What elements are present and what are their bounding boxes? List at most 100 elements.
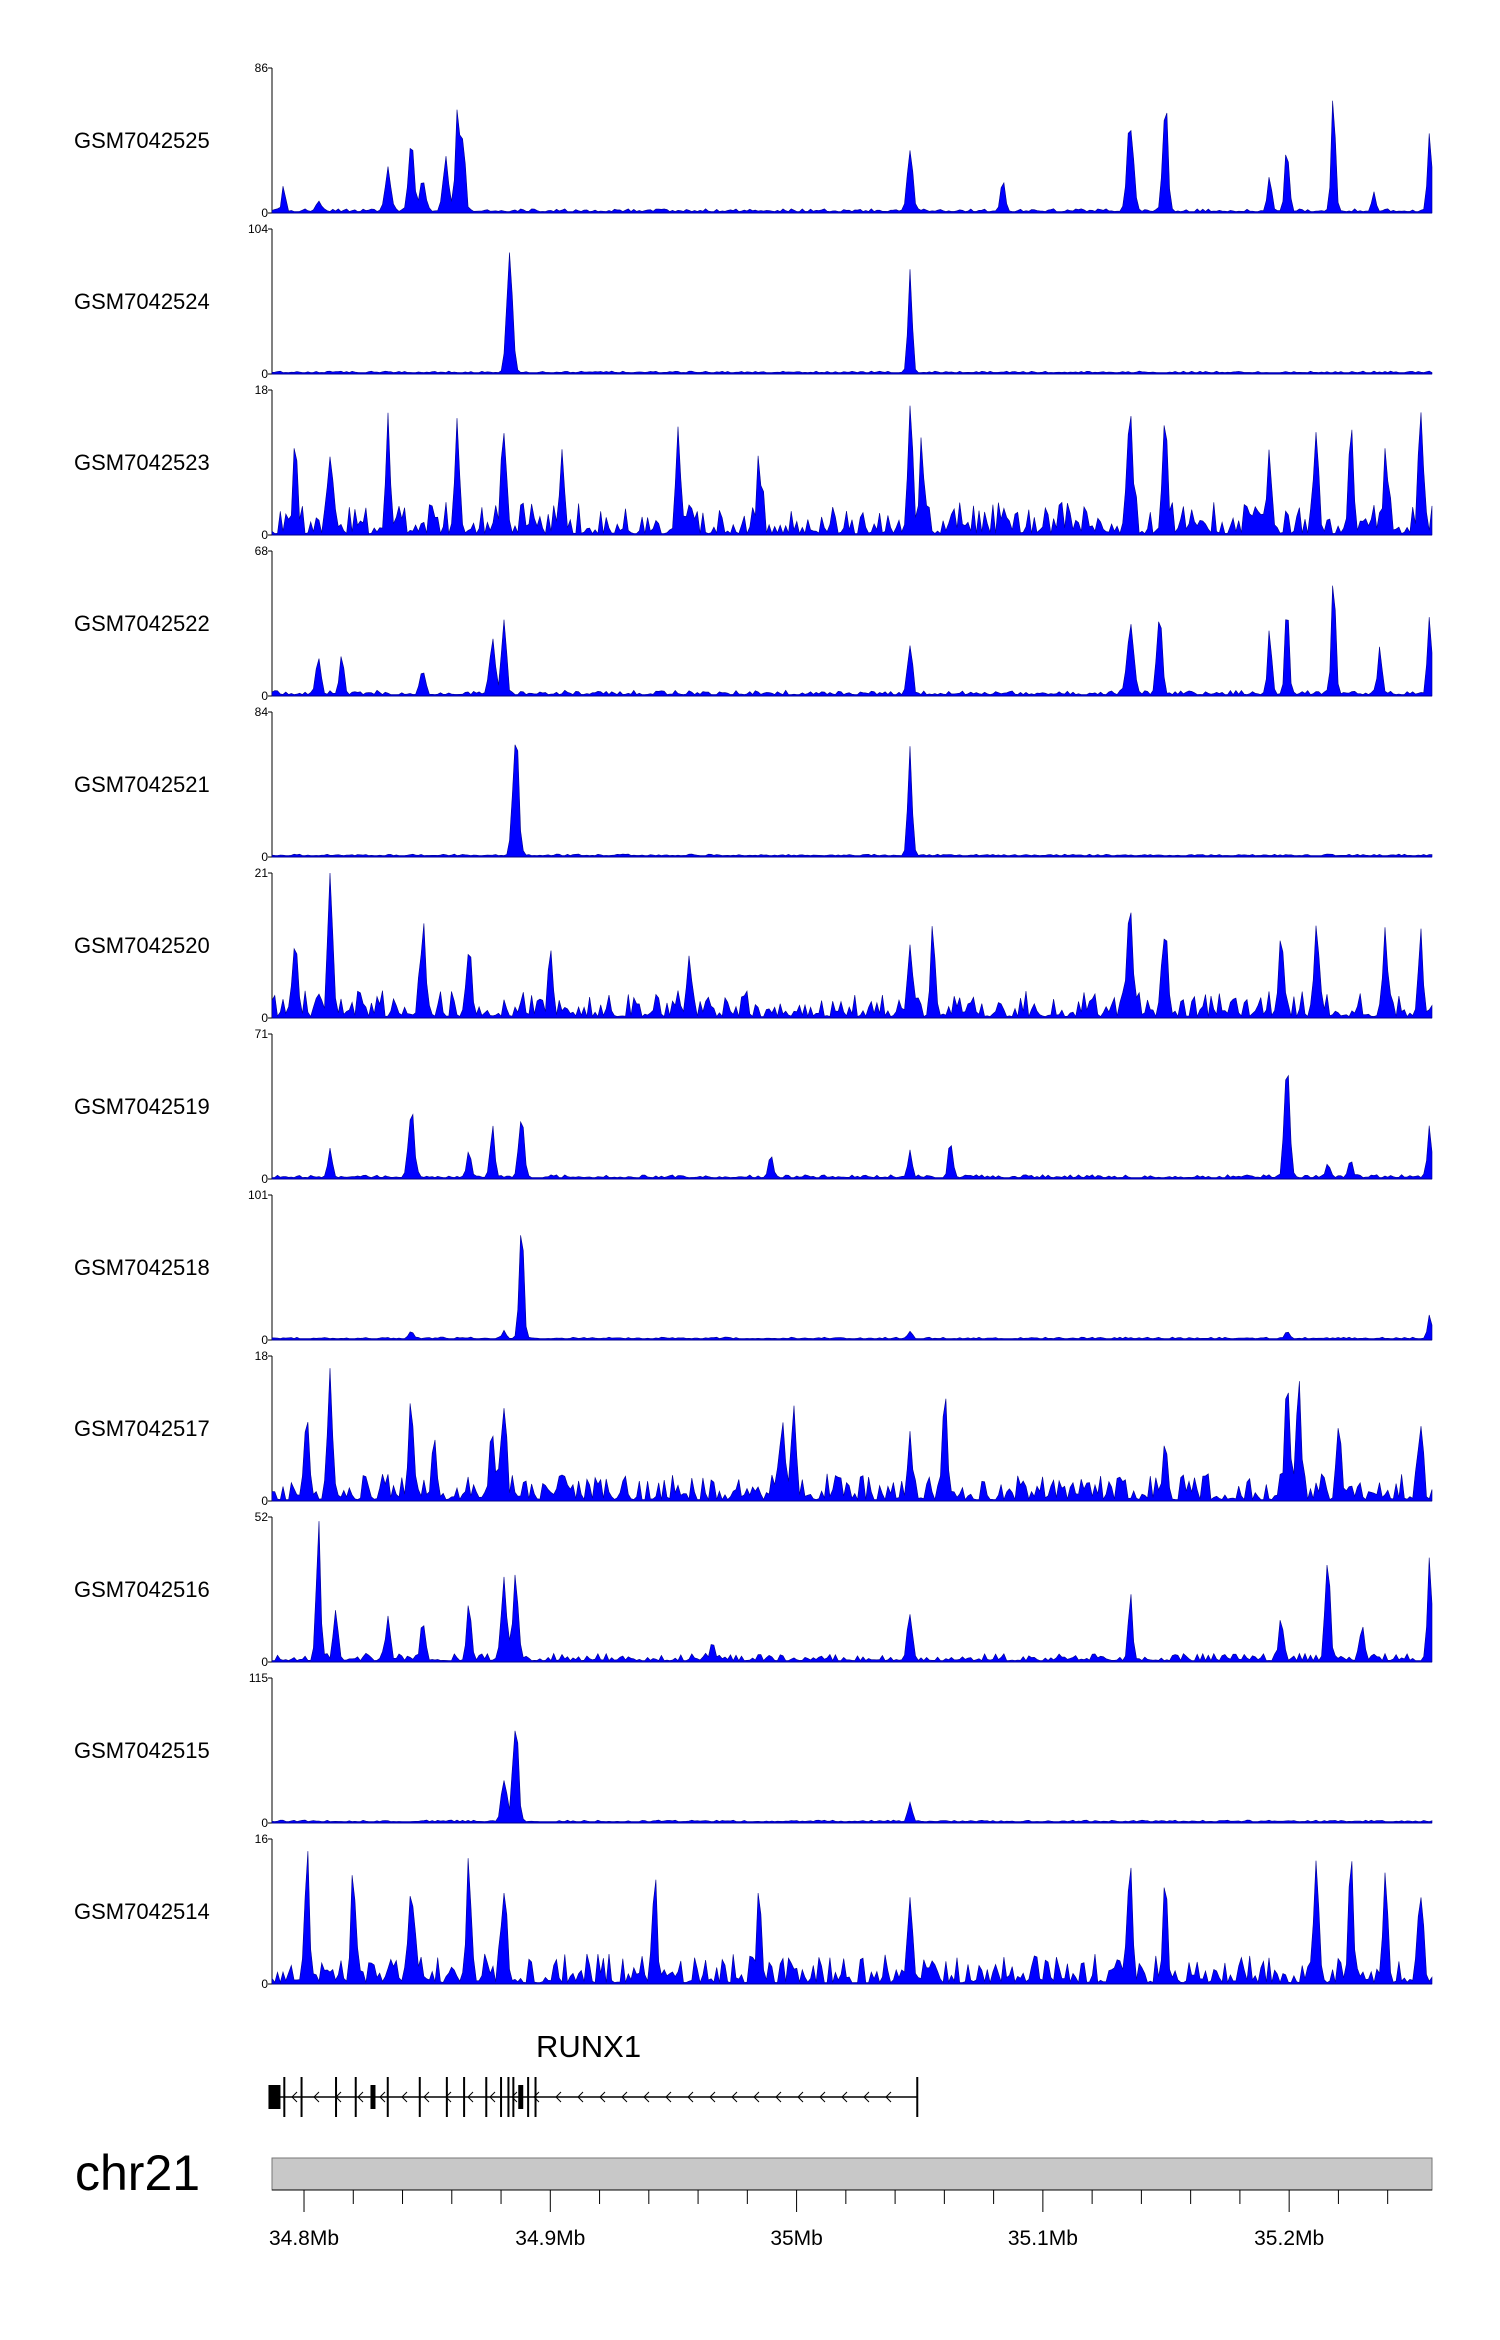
gene-exon [534,2077,537,2117]
axis-tick-label: 35Mb [770,2227,823,2250]
track-ymin-label: 0 [261,1494,268,1508]
gene-strand-arrow [687,2091,694,2103]
track-ymax-label: 101 [248,1188,268,1202]
track-GSM7042520: GSM7042520 21 0 [74,866,1433,1025]
track-GSM7042516: GSM7042516 52 0 [74,1510,1433,1669]
track-ymin-label: 0 [261,1977,268,1991]
gene-label: RUNX1 [536,2029,641,2064]
gene-exon [386,2077,389,2117]
track-ymin-label: 0 [261,206,268,220]
gene-exon [300,2077,303,2117]
gene-strand-arrow [555,2091,562,2103]
gene-strand-arrow [797,2091,804,2103]
track-GSM7042524: GSM7042524 104 0 [74,222,1433,381]
gene-strand-arrow [885,2091,892,2103]
axis-tick-label: 35.2Mb [1254,2227,1324,2250]
track-ymin-label: 0 [261,850,268,864]
gene-strand-arrow [665,2091,672,2103]
track-GSM7042519: GSM7042519 71 0 [74,1027,1433,1186]
track-ymax-label: 115 [249,1671,268,1685]
gene-exon [916,2077,919,2117]
gene-exon [463,2077,466,2117]
track-ymax-label: 104 [248,222,268,236]
track-ymin-label: 0 [261,689,268,703]
track-signal [271,405,1433,536]
track-signal [271,252,1433,375]
gene-strand-arrow [357,2091,364,2103]
track-signal [271,1368,1433,1502]
genome-axis: 34.8Mb 34.9Mb 35Mb 35.1Mb 35.2Mb [269,2189,1432,2250]
track-GSM7042517: GSM7042517 18 0 [74,1349,1433,1508]
gene-strand-arrow [313,2091,320,2103]
track-ymin-label: 0 [261,1816,268,1830]
gene-strand-arrow [511,2091,518,2103]
gene-exon [500,2077,503,2117]
gene-strand-arrow [775,2091,782,2103]
gene-strand-arrow [577,2091,584,2103]
track-signal [271,1235,1433,1341]
track-ymax-label: 68 [255,544,269,558]
track-label: GSM7042517 [74,1416,210,1441]
gene-strand-arrow [379,2091,386,2103]
track-label: GSM7042516 [74,1577,210,1602]
track-ymax-label: 18 [255,1349,269,1363]
track-GSM7042514: GSM7042514 16 0 [74,1832,1433,1991]
track-GSM7042518: GSM7042518 101 0 [74,1188,1433,1347]
chromosome-ideogram [271,2157,1433,2191]
track-GSM7042523: GSM7042523 18 0 [74,383,1433,542]
track-ymin-label: 0 [261,367,268,381]
track-signal [271,585,1433,697]
gene-strand-arrow [401,2091,408,2103]
track-GSM7042525: GSM7042525 86 0 [74,61,1433,220]
track-ymax-label: 86 [255,61,269,75]
gene-exon [512,2077,515,2117]
track-ymax-label: 21 [255,866,269,880]
track-ymax-label: 71 [255,1027,269,1041]
gene-strand-arrow [621,2091,628,2103]
track-ymin-label: 0 [261,1333,268,1347]
axis-tick-label: 34.8Mb [269,2227,339,2250]
track-GSM7042522: GSM7042522 68 0 [74,544,1433,703]
track-label: GSM7042525 [74,128,210,153]
track-signal [271,1730,1433,1824]
gene-strand-arrow [709,2091,716,2103]
gene-exon [283,2077,286,2117]
axis-tick-label: 35.1Mb [1008,2227,1078,2250]
track-GSM7042515: GSM7042515 115 0 [74,1671,1433,1830]
gene-exon [370,2085,376,2109]
track-label: GSM7042515 [74,1738,210,1763]
gene-strand-arrow [335,2091,342,2103]
track-label: GSM7042522 [74,611,210,636]
gene-exons [268,2077,919,2117]
track-signal [271,1521,1433,1663]
gene-exon [518,2085,524,2109]
track-GSM7042521: GSM7042521 84 0 [74,705,1433,864]
gene-strand-arrow [599,2091,606,2103]
gene-strand-arrows [291,2091,892,2103]
gene-strand-arrow [445,2091,452,2103]
track-ymin-label: 0 [261,1172,268,1186]
track-label: GSM7042523 [74,450,210,475]
track-label: GSM7042519 [74,1094,210,1119]
gene-strand-arrow [643,2091,650,2103]
gene-strand-arrow [489,2091,496,2103]
track-label: GSM7042520 [74,933,210,958]
track-ymin-label: 0 [261,1655,268,1669]
track-ymax-label: 84 [255,705,269,719]
track-ymin-label: 0 [261,1011,268,1025]
track-ymax-label: 18 [255,383,269,397]
gene-exon [445,2077,448,2117]
track-ymax-label: 52 [255,1510,269,1524]
track-label: GSM7042521 [74,772,210,797]
gene-track: RUNX1 [268,2029,919,2117]
track-ymin-label: 0 [261,528,268,542]
track-signal [271,1851,1433,1985]
track-label: GSM7042514 [74,1899,210,1924]
gene-strand-arrow [819,2091,826,2103]
gene-strand-arrow [863,2091,870,2103]
gene-strand-arrow [467,2091,474,2103]
chromosome-track: chr21 [75,2145,1433,2201]
gene-strand-arrow [753,2091,760,2103]
gene-exon [527,2077,530,2117]
